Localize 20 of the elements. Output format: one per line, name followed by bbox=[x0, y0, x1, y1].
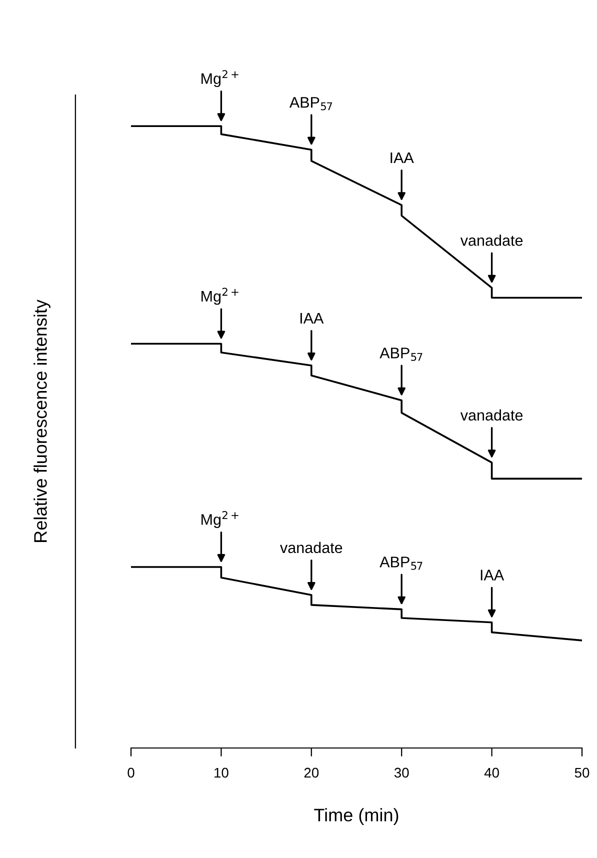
annotation: IAA bbox=[390, 152, 414, 164]
annotation: vanadate bbox=[280, 542, 342, 554]
annotation: ABP$_{57}$ bbox=[289, 97, 332, 110]
annotation: Mg$^{2+}$ bbox=[202, 511, 238, 528]
annotation: vanadate bbox=[460, 234, 523, 246]
annotation: IAA bbox=[480, 570, 504, 580]
annotation: vanadate bbox=[460, 409, 523, 421]
annotation: ABP$_{57}$ bbox=[380, 348, 422, 361]
x-axis-title: Time (min) bbox=[314, 808, 398, 825]
x-tick-label: 0 bbox=[128, 768, 134, 778]
annotation: IAA bbox=[300, 312, 324, 324]
x-tick-label: 10 bbox=[214, 768, 228, 778]
annotation: Mg$^{2+}$ bbox=[202, 288, 238, 305]
x-tick-label: 40 bbox=[484, 768, 499, 778]
annotation: ABP$_{57}$ bbox=[380, 556, 422, 570]
x-tick-label: 50 bbox=[574, 768, 590, 778]
x-tick-label: 20 bbox=[304, 768, 319, 778]
y-axis-title: Relative fluorescence intensity bbox=[34, 300, 50, 542]
x-tick-label: 30 bbox=[394, 768, 409, 778]
annotation: Mg$^{2+}$ bbox=[202, 70, 238, 88]
